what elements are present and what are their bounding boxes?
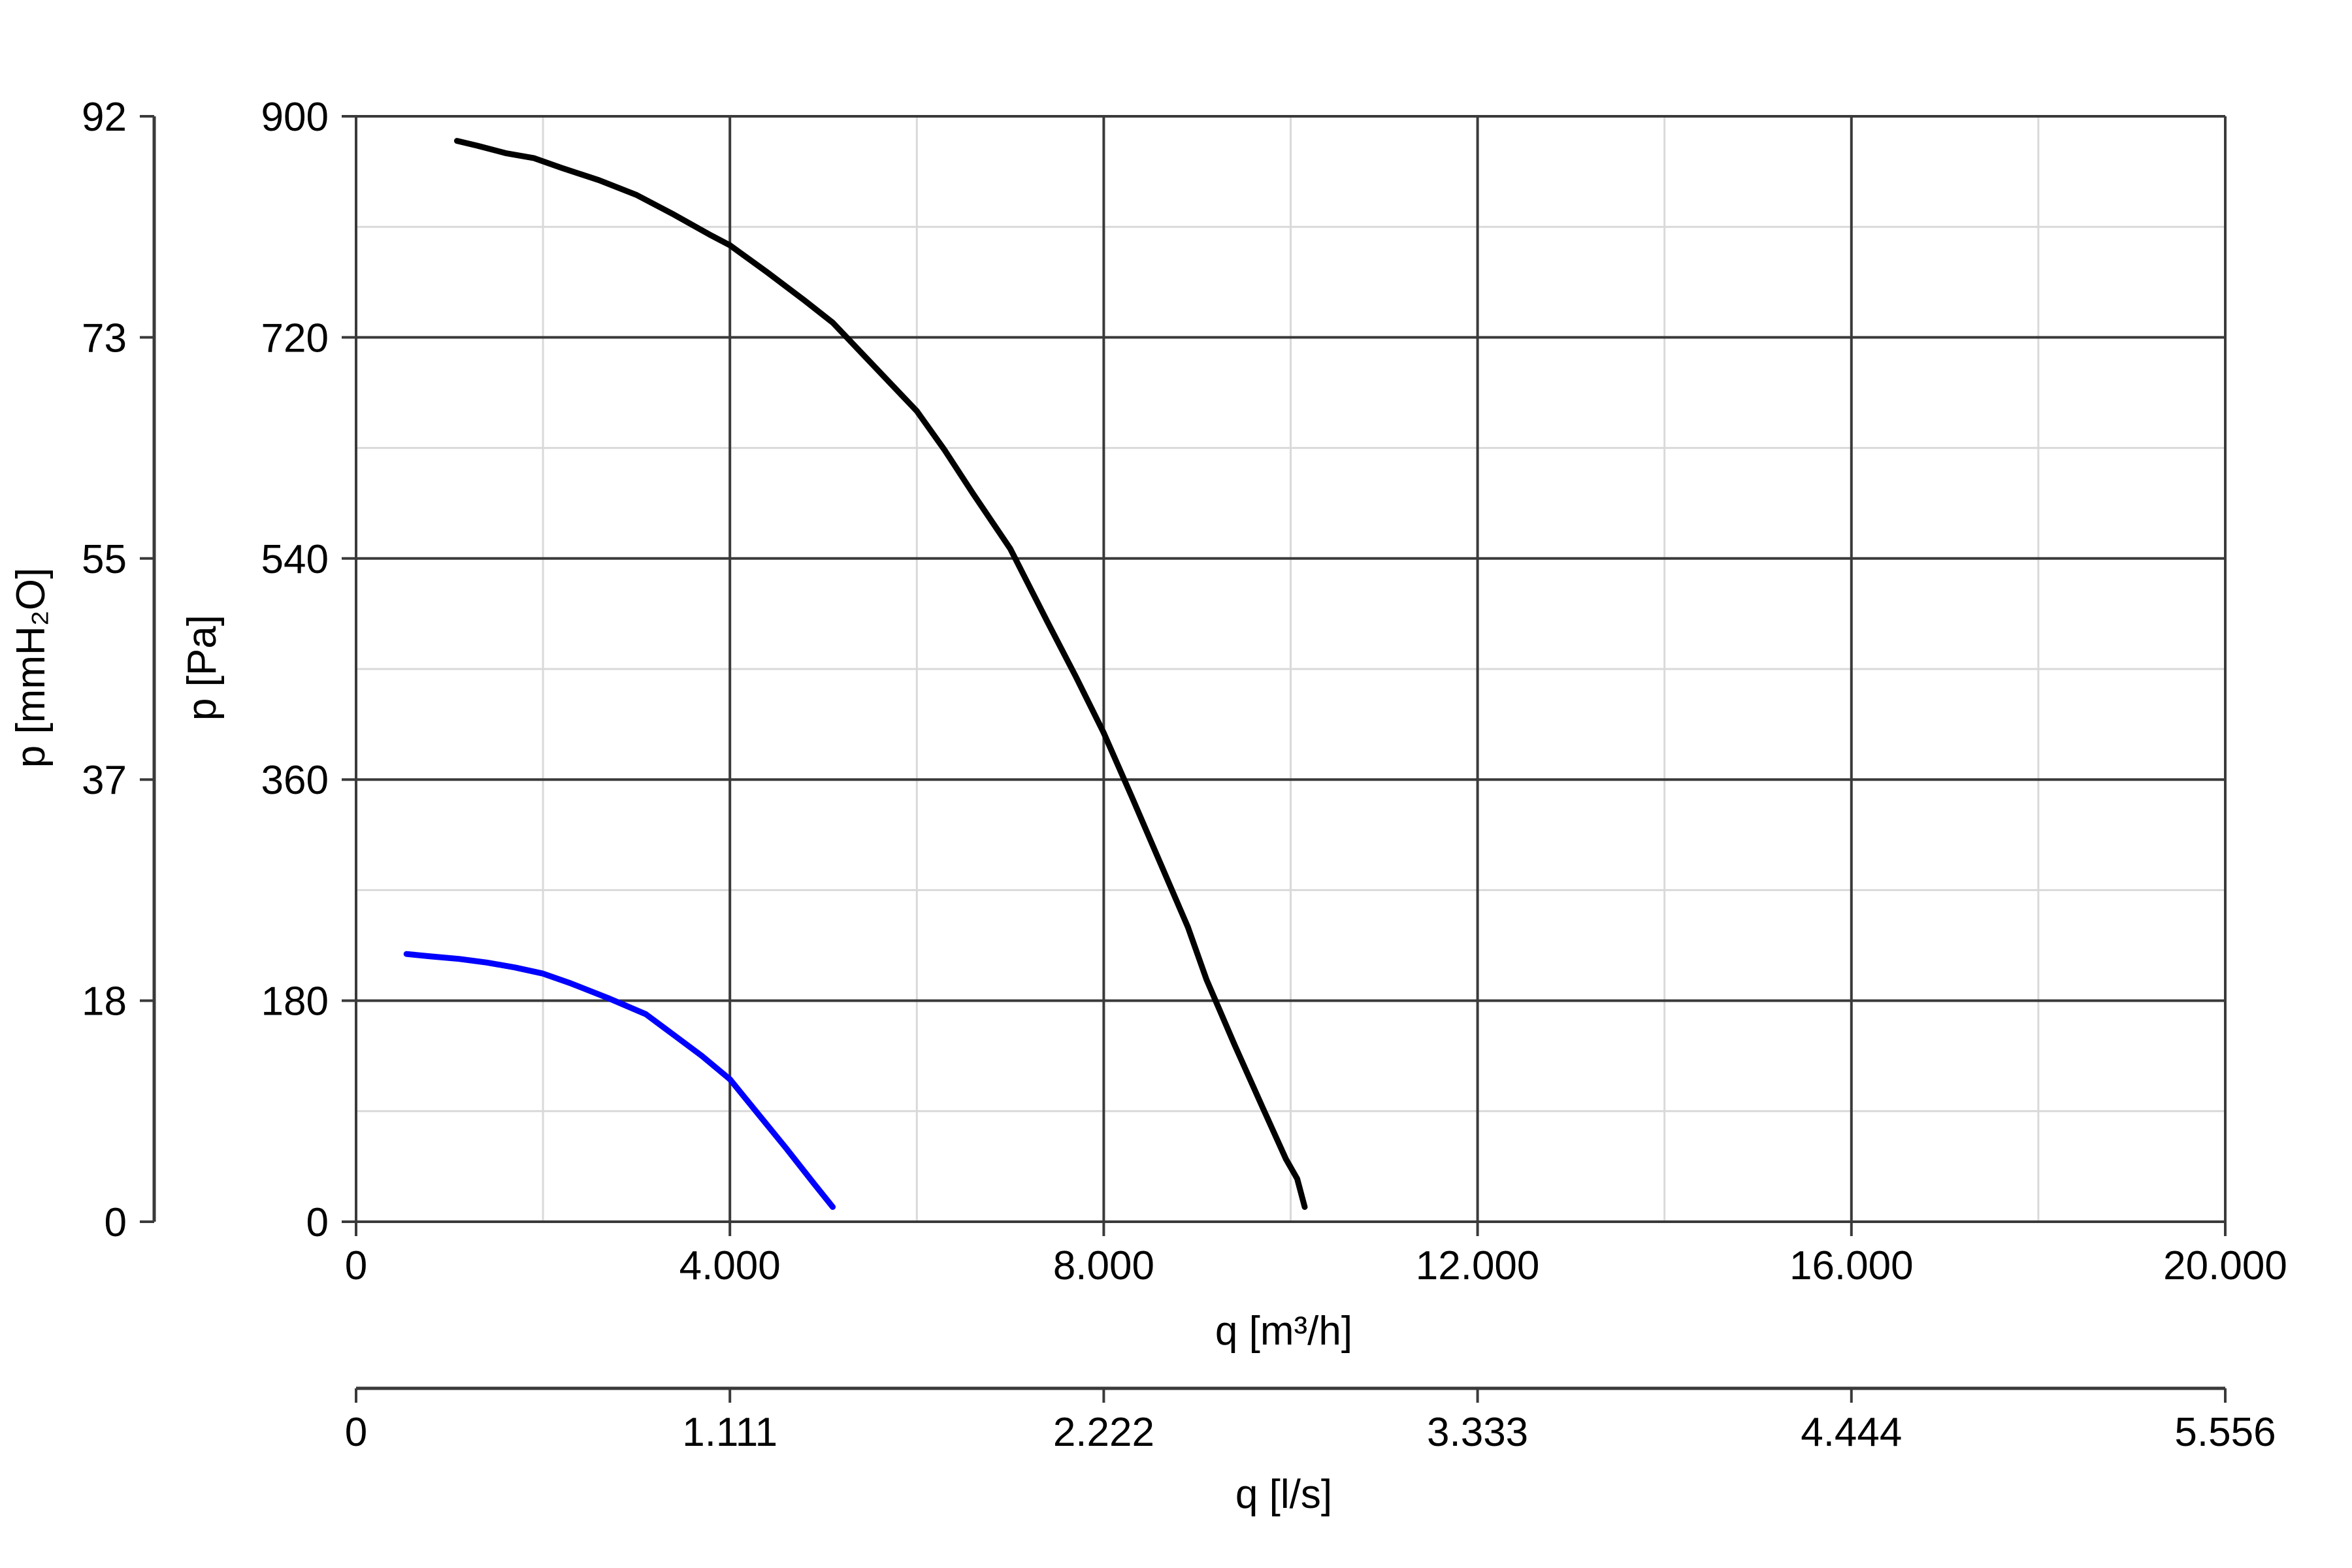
x-tick-label: 4.000: [679, 1243, 781, 1288]
x2-tick-label: 2.222: [1053, 1410, 1154, 1455]
y-tick-label: 360: [261, 758, 329, 803]
x2-tick-label: 1.111: [682, 1410, 777, 1455]
y2-tick-label: 55: [82, 537, 127, 582]
y2-tick-label: 0: [105, 1200, 127, 1245]
x-tick-label: 12.000: [1416, 1243, 1540, 1288]
x-tick-label: 16.000: [1789, 1243, 1914, 1288]
x2-tick-label: 3.333: [1427, 1410, 1528, 1455]
grid-minor: [356, 116, 2225, 1222]
y2-axis-label: p [mmH₂O]: [8, 568, 54, 768]
y-tick-label: 540: [261, 537, 329, 582]
y2-tick-label: 18: [82, 979, 127, 1024]
y-tick-label: 720: [261, 316, 329, 361]
y-axis-label: p [Pa]: [180, 615, 225, 721]
x2-tick-label: 0: [345, 1410, 367, 1455]
x-tick-label: 20.000: [2163, 1243, 2287, 1288]
series-layer: [403, 138, 1308, 1210]
axes-layer: [140, 115, 2227, 1403]
y-tick-label: 0: [306, 1200, 329, 1245]
grid-major: [355, 115, 2227, 1223]
x2-tick-label: 5.556: [2174, 1410, 2276, 1455]
x-axis-label: q [m³/h]: [1215, 1309, 1352, 1354]
y-tick-label: 900: [261, 95, 329, 140]
x2-axis-label: q [l/s]: [1235, 1472, 1332, 1517]
x-tick-label: 0: [345, 1243, 367, 1288]
tick-labels: 0 180 360 540 720 900 0 18 37 55 73 92 0 4.000 8.000 12…: [82, 95, 2287, 1455]
series-line-1: [454, 138, 1308, 1210]
y2-tick-label: 37: [82, 758, 127, 803]
series-line-2: [403, 951, 836, 1210]
y2-tick-label: 73: [82, 316, 127, 361]
x2-tick-label: 4.444: [1801, 1410, 1902, 1455]
y-tick-label: 180: [261, 979, 329, 1024]
y2-tick-label: 92: [82, 95, 127, 140]
x-tick-label: 8.000: [1053, 1243, 1154, 1288]
